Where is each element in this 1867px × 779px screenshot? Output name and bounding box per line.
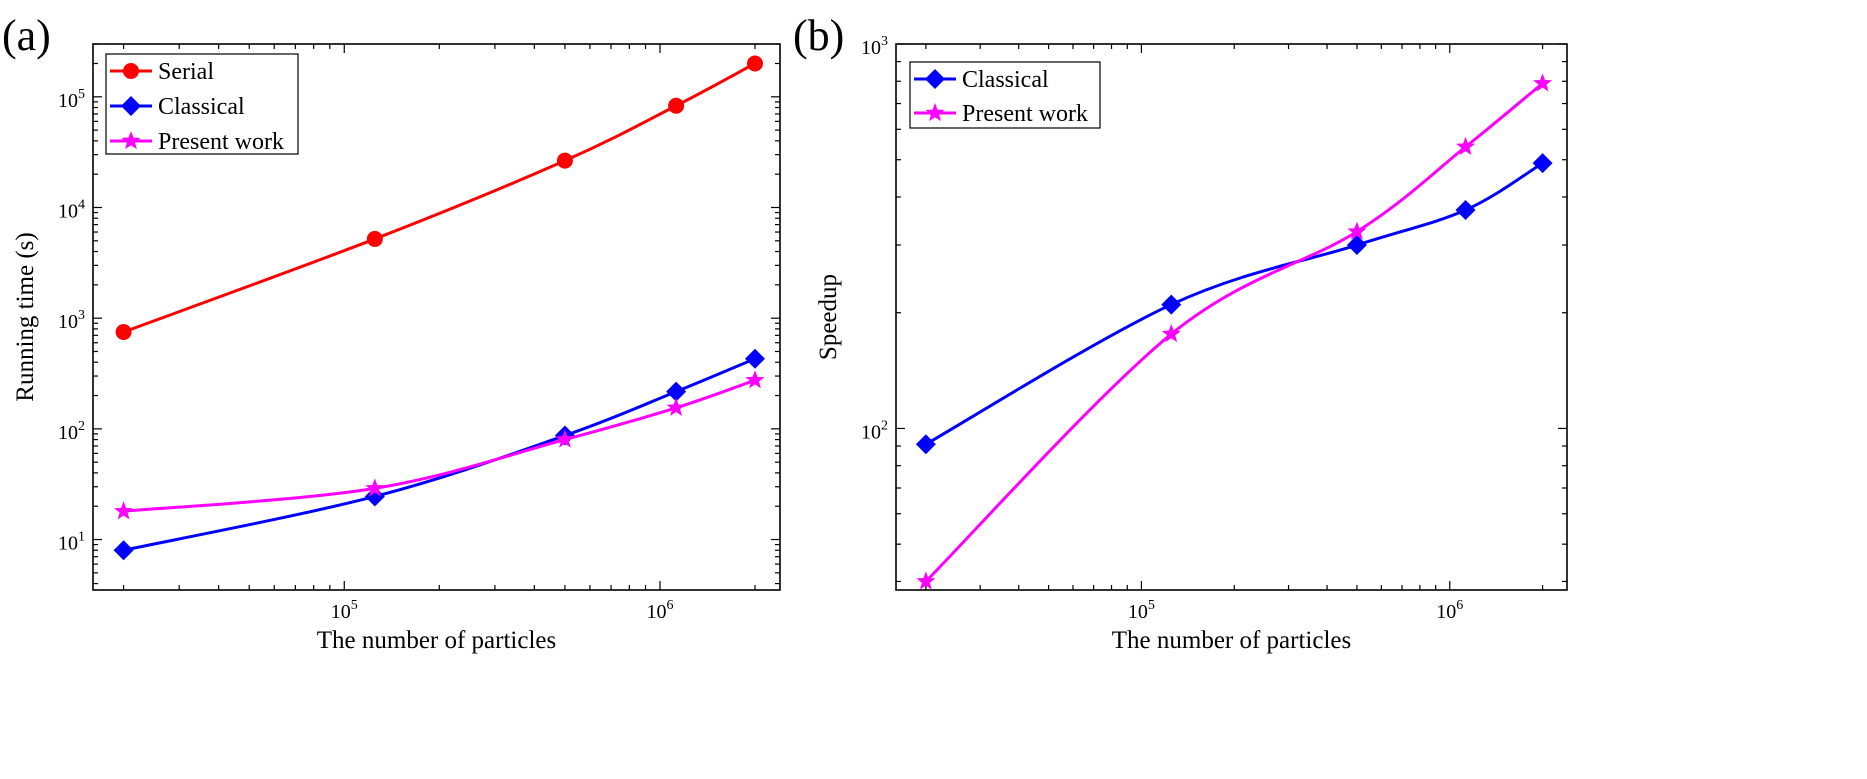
- tick-label-base: 10: [646, 601, 666, 623]
- plot-frame: [895, 43, 1568, 591]
- legend-label: Classical: [158, 94, 245, 120]
- plot-frame: [92, 43, 781, 591]
- tick-label-exponent: 3: [78, 308, 85, 323]
- tick-label-exponent: 3: [881, 34, 888, 49]
- series-classical: [113, 348, 766, 561]
- tick-label-exponent: 6: [666, 598, 673, 613]
- y-tick-label: 105: [58, 87, 85, 112]
- data-point: [1455, 200, 1476, 221]
- series-line: [123, 378, 756, 513]
- series-serial: [115, 55, 764, 341]
- data-point: [113, 540, 134, 561]
- legend-label: Present work: [158, 129, 284, 155]
- data-point: [1456, 136, 1476, 155]
- tick-label-exponent: 5: [78, 87, 85, 102]
- series-present-work: [916, 73, 1553, 590]
- data-point: [666, 381, 687, 402]
- data-point: [1533, 73, 1553, 92]
- data-point: [745, 348, 766, 369]
- data-point: [365, 478, 385, 497]
- series-present-work: [114, 370, 765, 520]
- y-axis-ticks: [896, 43, 1567, 583]
- series-line: [925, 161, 1544, 446]
- data-point: [1161, 324, 1181, 343]
- panel-label: (a): [2, 11, 51, 60]
- legend-box: [909, 61, 1101, 129]
- series-classical: [915, 153, 1553, 455]
- data-point: [745, 370, 765, 389]
- legend-label: Present work: [962, 101, 1088, 127]
- x-tick-label: 105: [1128, 598, 1155, 623]
- data-point: [915, 434, 936, 455]
- legend-entry: Serial: [110, 59, 214, 85]
- legend-entry: Present work: [914, 101, 1088, 127]
- legend-label: Classical: [962, 67, 1049, 93]
- y-tick-label: 104: [58, 197, 85, 222]
- tick-label-base: 10: [58, 311, 78, 333]
- y-axis-ticks: [93, 43, 780, 585]
- x-tick-label: 105: [331, 598, 358, 623]
- data-point: [1532, 153, 1553, 174]
- tick-label-exponent: 1: [78, 530, 85, 545]
- legend-marker: [121, 96, 141, 116]
- x-axis-ticks: [925, 44, 1544, 590]
- tick-label-exponent: 5: [1148, 598, 1155, 613]
- data-point: [668, 97, 685, 114]
- x-axis-ticks: [122, 44, 756, 590]
- tick-label-base: 10: [331, 601, 351, 623]
- legend-marker: [121, 131, 141, 150]
- data-point: [366, 230, 383, 247]
- data-point: [747, 55, 764, 72]
- legend-entry: Present work: [110, 129, 284, 155]
- tick-label-base: 10: [58, 200, 78, 222]
- legend-label: Serial: [158, 59, 214, 85]
- x-tick-label: 106: [1436, 598, 1463, 623]
- y-axis-label: Speedup: [815, 274, 842, 360]
- tick-label-base: 10: [58, 533, 78, 555]
- data-point: [1161, 294, 1182, 315]
- data-point: [556, 152, 573, 169]
- x-axis-label: The number of particles: [317, 627, 557, 654]
- tick-label-base: 10: [58, 90, 78, 112]
- tick-label-base: 10: [58, 422, 78, 444]
- legend: Classical Present work: [909, 61, 1101, 129]
- tick-label-exponent: 6: [1456, 598, 1463, 613]
- tick-label-base: 10: [861, 421, 881, 443]
- y-tick-label: 102: [861, 418, 888, 443]
- legend-marker: [925, 103, 945, 122]
- legend-entry: Classical: [110, 94, 245, 120]
- data-point: [555, 429, 575, 448]
- panel-label: (b): [793, 11, 844, 60]
- tick-label-exponent: 2: [881, 418, 888, 433]
- data-point: [364, 486, 385, 507]
- y-tick-label: 102: [58, 419, 85, 444]
- y-tick-label: 103: [58, 308, 85, 333]
- data-point: [666, 397, 686, 416]
- tick-label-exponent: 5: [351, 598, 358, 613]
- x-axis-label: The number of particles: [1112, 627, 1352, 654]
- tick-label-base: 10: [1436, 601, 1456, 623]
- legend: Serial Classical Present work: [105, 53, 299, 155]
- y-tick-label: 101: [58, 530, 85, 555]
- y-axis-label: Running time (s): [12, 232, 39, 401]
- data-point: [916, 571, 936, 590]
- series-line: [123, 357, 756, 552]
- tick-label-exponent: 4: [78, 197, 85, 212]
- legend-marker: [925, 69, 945, 89]
- tick-label-base: 10: [861, 37, 881, 59]
- tick-label-base: 10: [1128, 601, 1148, 623]
- data-point: [1347, 221, 1367, 240]
- x-tick-label: 106: [646, 598, 673, 623]
- series-line: [924, 82, 1544, 583]
- y-tick-label: 103: [861, 34, 888, 59]
- data-point: [114, 501, 134, 520]
- legend-marker: [123, 63, 139, 79]
- tick-label-exponent: 2: [78, 419, 85, 434]
- data-point: [1346, 235, 1367, 256]
- data-point: [115, 324, 132, 341]
- legend-entry: Classical: [914, 67, 1049, 93]
